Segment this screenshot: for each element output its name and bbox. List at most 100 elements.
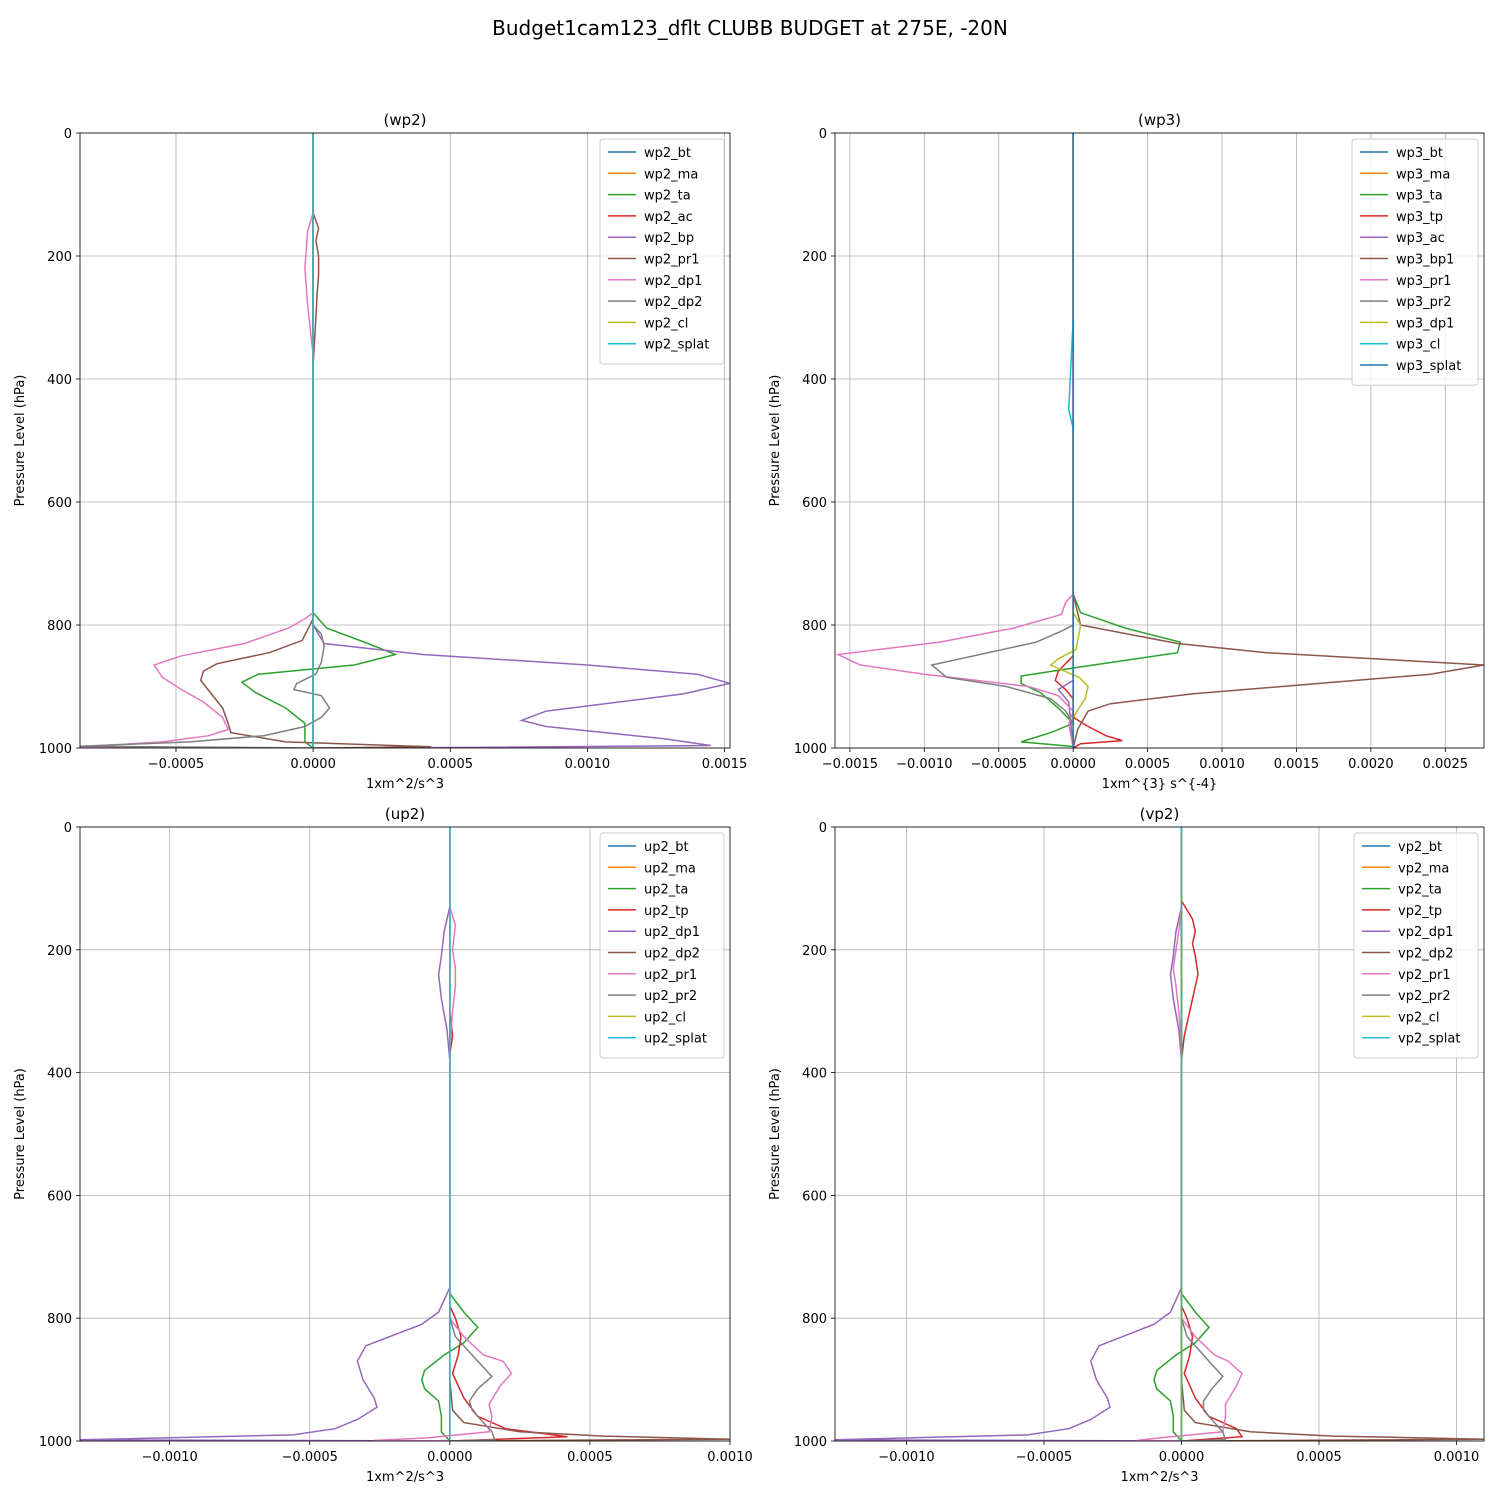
panel-1-legend-label: wp2_dp2 [644, 295, 702, 310]
panel-3-ytick-label: 800 [47, 1312, 72, 1327]
panel-1-legend-label: wp2_pr1 [644, 253, 700, 268]
panel-1-series-wp2_dp2 [80, 133, 331, 748]
panel-2-legend-label: wp3_tp [1396, 210, 1443, 225]
panel-2-legend-label: wp3_ac [1396, 231, 1445, 246]
panel-3-xtick-label: 0.0010 [707, 1450, 753, 1465]
panel-3-series-up2_ta [421, 827, 479, 1441]
panel-1-legend-label: wp2_bt [644, 146, 691, 161]
panel-1-xtick-label: 0.0015 [702, 757, 748, 772]
panel-4-series-vp2_tp [1180, 827, 1244, 1441]
panel-2-series-wp3_pr2 [930, 133, 1074, 748]
panel-1-axes-frame [79, 132, 731, 749]
panel-2-xtick-label: 0.0005 [1125, 757, 1171, 772]
panel-2-series-wp3_dp1 [1049, 133, 1089, 748]
panel-3-legend-label: up2_ma [644, 861, 696, 876]
panel-1-legend-label: wp2_ac [644, 210, 693, 225]
panel-2-series-wp3_bp1 [1072, 133, 1484, 748]
panel-4-series-vp2_dp1 [835, 827, 1183, 1441]
panel-3-legend-label: up2_ta [644, 883, 688, 898]
panel-4-xtick-label: −0.0010 [878, 1450, 934, 1465]
panel-2-xtick-label: −0.0015 [822, 757, 878, 772]
panel-2-xtick-label: −0.0010 [896, 757, 952, 772]
panel-3-legend-label: up2_pr1 [644, 968, 697, 983]
panel-1-ytick-label: 800 [47, 619, 72, 634]
panel-3-title: (up2) [385, 805, 425, 823]
panel-3-legend-label: up2_cl [644, 1010, 686, 1025]
panel-3-xtick-label: −0.0010 [141, 1450, 197, 1465]
panel-4-ytick-label: 800 [802, 1312, 827, 1327]
panel-4-xtick-label: 0.0000 [1159, 1450, 1205, 1465]
panel-4-xlabel: 1xm^2/s^3 [1120, 1470, 1198, 1485]
panel-1-legend-label: wp2_dp1 [644, 274, 702, 289]
panel-4-axes-frame [834, 826, 1485, 1442]
panel-1-series-wp2_pr1 [199, 133, 432, 748]
panel-2-xtick-label: 0.0020 [1348, 757, 1394, 772]
panel-2-xtick-label: −0.0005 [971, 757, 1027, 772]
panel-2-ytick-label: 200 [802, 250, 827, 265]
panel-1-legend-label: wp2_cl [644, 316, 688, 331]
panel-2-ytick-label: 400 [802, 373, 827, 388]
panel-3-xtick-label: 0.0000 [427, 1450, 473, 1465]
panel-4-legend-label: vp2_dp1 [1398, 925, 1454, 940]
panel-4-legend-label: vp2_pr2 [1398, 989, 1451, 1004]
panel-4-ytick-label: 400 [802, 1067, 827, 1082]
panel-3-series-up2_tp [449, 827, 568, 1441]
panel-1-xtick-label: −0.0005 [148, 757, 204, 772]
panel-1-series-wp2_dp1 [80, 133, 314, 748]
panel-3-ytick-label: 0 [64, 821, 72, 836]
panel-3-legend-label: up2_dp2 [644, 947, 700, 962]
panel-2-legend-label: wp3_dp1 [1396, 316, 1454, 331]
panel-3-ytick-label: 200 [47, 944, 72, 959]
panel-4-series-vp2_pr1 [1137, 827, 1243, 1441]
panel-3-series-up2_dp1 [80, 827, 451, 1441]
panel-2-legend-label: wp3_pr2 [1396, 295, 1452, 310]
panel-2-legend-label: wp3_ta [1396, 189, 1443, 204]
panel-2-xtick-label: 0.0015 [1274, 757, 1320, 772]
panel-2-ytick-label: 0 [819, 127, 827, 142]
panel-3-legend-label: up2_bt [644, 840, 689, 855]
panel-1-legend-label: wp2_bp [644, 231, 694, 246]
panel-4-series-vp2_pr2 [1180, 827, 1227, 1441]
panel-2-legend-label: wp3_ma [1396, 167, 1450, 182]
panel-1-ytick-label: 1000 [39, 742, 72, 757]
panel-1-legend-label: wp2_splat [644, 338, 709, 353]
panel-4-legend-label: vp2_tp [1398, 904, 1442, 919]
panel-1-ytick-label: 0 [64, 127, 72, 142]
panel-3-legend-label: up2_pr2 [644, 989, 697, 1004]
panel-2-xtick-label: 0.0025 [1423, 757, 1469, 772]
panel-3-ytick-label: 600 [47, 1189, 72, 1204]
panel-4-ytick-label: 200 [802, 944, 827, 959]
panel-1-xlabel: 1xm^2/s^3 [366, 777, 444, 792]
panel-3-xtick-label: −0.0005 [282, 1450, 338, 1465]
panel-3-xtick-label: 0.0005 [567, 1450, 613, 1465]
panel-2-legend-box [1351, 138, 1479, 386]
panel-2-xlabel: 1xm^{3} s^{-4} [1102, 777, 1218, 792]
panel-2-legend-label: wp3_pr1 [1396, 274, 1452, 289]
panel-4-series-vp2_ta [1153, 827, 1211, 1441]
panel-1-series-wp2_ta [240, 133, 398, 748]
panel-4-legend-label: vp2_ma [1398, 861, 1449, 876]
panel-4-legend-label: vp2_pr1 [1398, 968, 1451, 983]
panel-2-title: (wp3) [1138, 111, 1181, 129]
panel-2-series-wp3_pr1 [835, 133, 1075, 748]
panel-3-ytick-label: 400 [47, 1067, 72, 1082]
panel-3-ylabel: Pressure Level (hPa) [13, 1068, 28, 1200]
panel-2-xtick-label: 0.0010 [1199, 757, 1245, 772]
panel-4-legend-label: vp2_bt [1398, 840, 1442, 855]
panel-4-legend-label: vp2_ta [1398, 883, 1442, 898]
panel-4-xtick-label: 0.0005 [1296, 1450, 1342, 1465]
panel-1-series-wp2_bp [312, 133, 730, 748]
panel-3-ytick-label: 1000 [39, 1435, 72, 1450]
panel-2-ytick-label: 800 [802, 619, 827, 634]
panel-2-legend-label: wp3_cl [1396, 338, 1440, 353]
panel-2-series-wp3_ta [1020, 133, 1182, 748]
panel-3-xlabel: 1xm^2/s^3 [366, 1470, 444, 1485]
panel-2-ytick-label: 600 [802, 496, 827, 511]
panel-1-xtick-label: 0.0010 [565, 757, 611, 772]
panel-1-legend-label: wp2_ta [644, 189, 691, 204]
panel-4-title: (vp2) [1140, 805, 1180, 823]
panel-1-ytick-label: 200 [47, 250, 72, 265]
panel-1-xtick-label: 0.0000 [290, 757, 336, 772]
panel-3-series-up2_pr1 [374, 827, 513, 1441]
